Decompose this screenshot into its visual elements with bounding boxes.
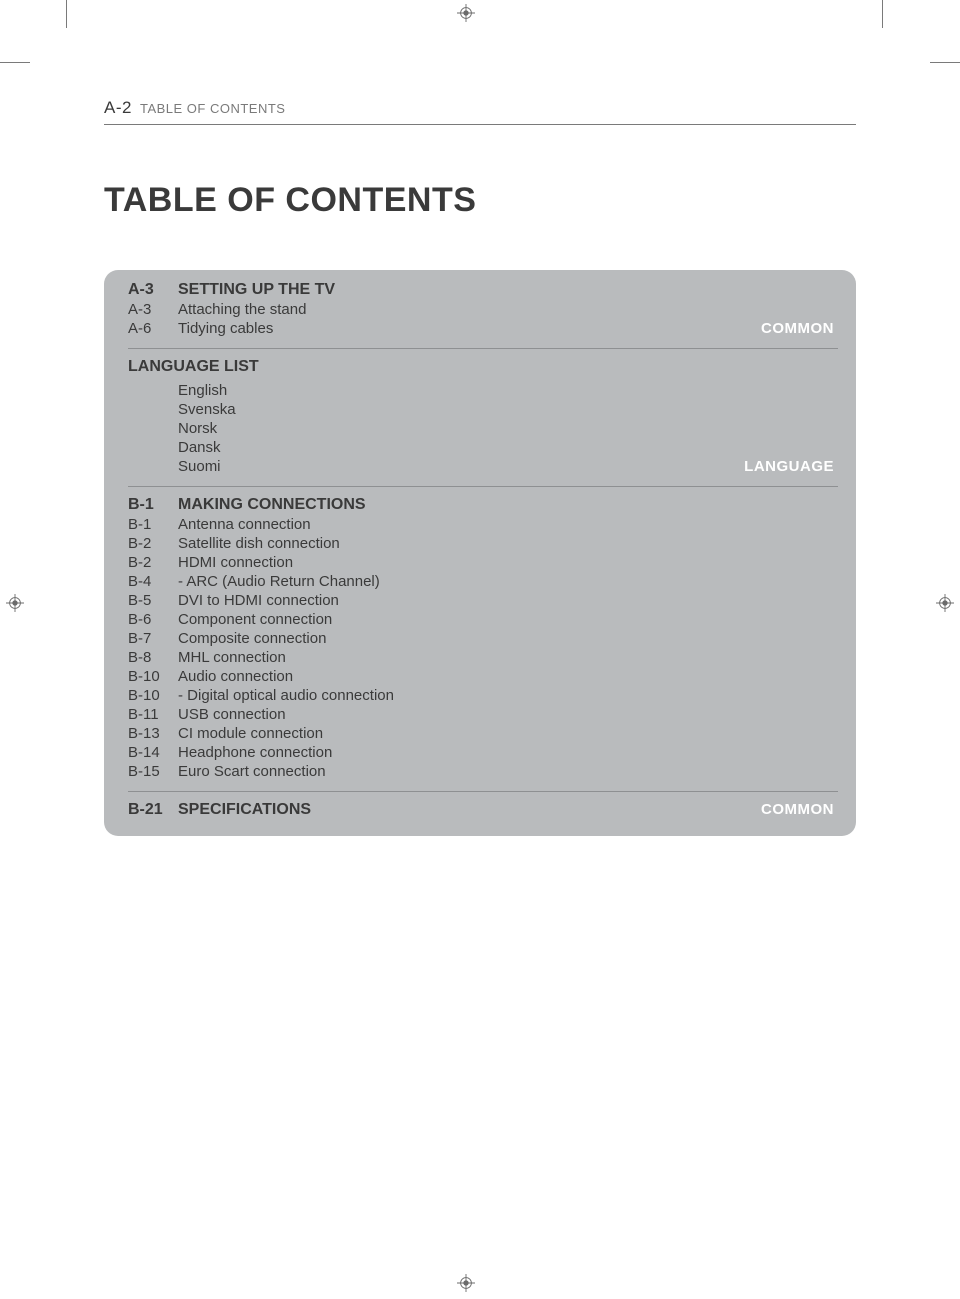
toc-heading-text: SPECIFICATIONS — [178, 801, 761, 819]
toc-entry-text: MHL connection — [178, 649, 838, 666]
crop-mark — [930, 62, 960, 63]
toc-entry-ref: B-8 — [128, 649, 178, 666]
toc-heading-text: SETTING UP THE TV — [178, 281, 838, 299]
toc-entry-text: - Digital optical audio connection — [178, 687, 838, 704]
registration-mark-icon — [457, 1274, 475, 1292]
language-item: English — [178, 382, 838, 399]
toc-entry-ref: B-2 — [128, 554, 178, 571]
page: A-2 TABLE OF CONTENTS TABLE OF CONTENTS … — [0, 0, 960, 1299]
toc-entry-text: CI module connection — [178, 725, 838, 742]
running-head-section: TABLE OF CONTENTS — [140, 101, 286, 116]
toc-heading-ref: B-1 — [128, 496, 178, 514]
toc-entry-ref: B-2 — [128, 535, 178, 552]
toc-entry-text: DVI to HDMI connection — [178, 592, 838, 609]
page-title: TABLE OF CONTENTS — [104, 181, 856, 220]
toc-section: A-3 SETTING UP THE TV A-3 Attaching the … — [128, 280, 838, 338]
toc-entry-ref: B-1 — [128, 516, 178, 533]
toc-entry-text: Euro Scart connection — [178, 763, 838, 780]
toc-heading-text: LANGUAGE LIST — [128, 358, 838, 376]
toc-entry-ref: A-6 — [128, 320, 178, 337]
toc-entry-text: USB connection — [178, 706, 838, 723]
section-tag-common: COMMON — [761, 801, 838, 818]
crop-mark — [66, 0, 67, 28]
toc-entry-ref: B-14 — [128, 744, 178, 761]
toc-entry-ref: B-7 — [128, 630, 178, 647]
language-item: Norsk — [178, 420, 838, 437]
toc-box: A-3 SETTING UP THE TV A-3 Attaching the … — [104, 270, 856, 836]
toc-entry-ref: B-15 — [128, 763, 178, 780]
toc-heading-ref: A-3 — [128, 281, 178, 299]
language-item: Suomi — [178, 458, 744, 475]
registration-mark-icon — [6, 594, 24, 612]
toc-entry-text: Antenna connection — [178, 516, 838, 533]
toc-entry-ref: A-3 — [128, 301, 178, 318]
toc-entry-ref: B-10 — [128, 668, 178, 685]
running-head-page: A-2 — [104, 98, 132, 118]
toc-entry-text: Audio connection — [178, 668, 838, 685]
toc-section: B-21 SPECIFICATIONS COMMON — [128, 800, 838, 820]
crop-mark — [882, 0, 883, 28]
toc-entry-text: Tidying cables — [178, 320, 761, 337]
divider — [128, 486, 838, 487]
content-area: A-2 TABLE OF CONTENTS TABLE OF CONTENTS … — [104, 98, 856, 836]
toc-entry-ref: B-11 — [128, 706, 178, 723]
section-tag-common: COMMON — [761, 320, 838, 337]
toc-entry-text: Headphone connection — [178, 744, 838, 761]
toc-entry-ref: B-4 — [128, 573, 178, 590]
toc-entry-ref: B-13 — [128, 725, 178, 742]
registration-mark-icon — [457, 4, 475, 22]
language-item: Dansk — [178, 439, 838, 456]
toc-entry-text: Satellite dish connection — [178, 535, 838, 552]
toc-entry-text: Composite connection — [178, 630, 838, 647]
toc-entry-ref: B-5 — [128, 592, 178, 609]
crop-mark — [0, 62, 30, 63]
toc-heading-text: MAKING CONNECTIONS — [178, 496, 838, 514]
toc-entry-text: - ARC (Audio Return Channel) — [178, 573, 838, 590]
divider — [128, 791, 838, 792]
section-tag-language: LANGUAGE — [744, 458, 838, 475]
toc-entry-text: Attaching the stand — [178, 301, 838, 318]
divider — [128, 348, 838, 349]
toc-heading-ref: B-21 — [128, 801, 178, 819]
running-head: A-2 TABLE OF CONTENTS — [104, 98, 856, 125]
toc-section: B-1 MAKING CONNECTIONS B-1Antenna connec… — [128, 495, 838, 781]
language-item: Svenska — [178, 401, 838, 418]
toc-entry-text: Component connection — [178, 611, 838, 628]
toc-entry-ref: B-6 — [128, 611, 178, 628]
registration-mark-icon — [936, 594, 954, 612]
toc-entry-ref: B-10 — [128, 687, 178, 704]
toc-section: LANGUAGE LIST English Svenska Norsk Dans… — [128, 357, 838, 476]
toc-entry-text: HDMI connection — [178, 554, 838, 571]
